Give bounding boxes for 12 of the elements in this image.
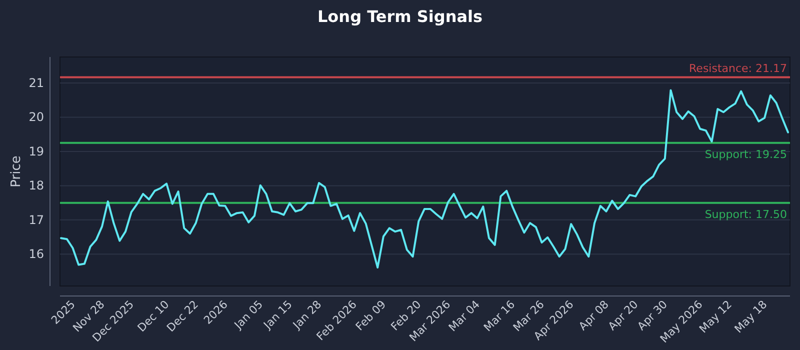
y-tick-label: 19 — [28, 144, 44, 158]
ref-line-label: Support: 17.50 — [704, 208, 787, 221]
y-tick-label: 18 — [28, 178, 44, 193]
ref-line-label: Resistance: 21.17 — [689, 62, 787, 76]
y-axis-title: Price — [9, 156, 24, 188]
chart-title: Long Term Signals — [317, 7, 483, 26]
line-series — [60, 89, 789, 269]
y-tick-label: 17 — [28, 212, 44, 227]
ref-line-label: Support: 19.25 — [704, 148, 787, 161]
y-tick-label: 20 — [28, 110, 44, 124]
y-tick-label: 21 — [28, 76, 44, 90]
y-tick-label: 16 — [28, 247, 44, 262]
